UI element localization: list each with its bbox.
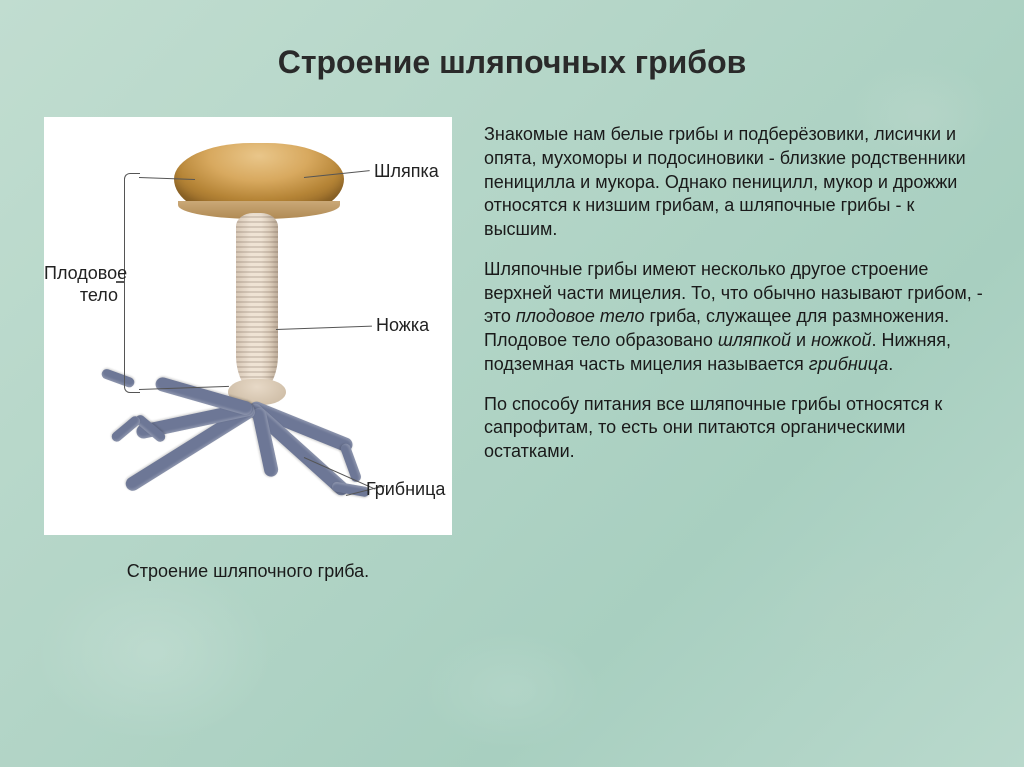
label-mycelium: Грибница xyxy=(366,479,445,500)
text-column: Знакомые нам белые грибы и подберёзовики… xyxy=(484,117,988,582)
italic-term: грибница xyxy=(809,354,888,374)
label-body-line2: тело xyxy=(44,285,118,306)
two-column-layout: Шляпка Ножка Грибница Плодовое тело Стро… xyxy=(36,117,988,582)
brace-line xyxy=(124,173,140,393)
text-span: . xyxy=(888,354,893,374)
label-body-line1: Плодовое xyxy=(44,263,118,284)
mushroom-stem xyxy=(236,213,278,393)
mushroom-figure: Шляпка Ножка Грибница Плодовое тело xyxy=(44,117,452,535)
italic-term: плодовое тело xyxy=(516,306,645,326)
figure-caption: Строение шляпочного гриба. xyxy=(44,561,452,582)
figure-column: Шляпка Ножка Грибница Плодовое тело Стро… xyxy=(36,117,464,582)
italic-term: шляпкой xyxy=(718,330,791,350)
label-cap: Шляпка xyxy=(374,161,439,182)
slide-content: Строение шляпочных грибов xyxy=(0,0,1024,606)
page-title: Строение шляпочных грибов xyxy=(36,44,988,81)
paragraph-1: Знакомые нам белые грибы и подберёзовики… xyxy=(484,123,988,242)
paragraph-3: По способу питания все шляпочные грибы о… xyxy=(484,393,988,464)
pointer-line xyxy=(276,326,372,330)
italic-term: ножкой xyxy=(811,330,871,350)
paragraph-2: Шляпочные грибы имеют несколько другое с… xyxy=(484,258,988,377)
text-span: и xyxy=(791,330,811,350)
label-stem: Ножка xyxy=(376,315,429,336)
